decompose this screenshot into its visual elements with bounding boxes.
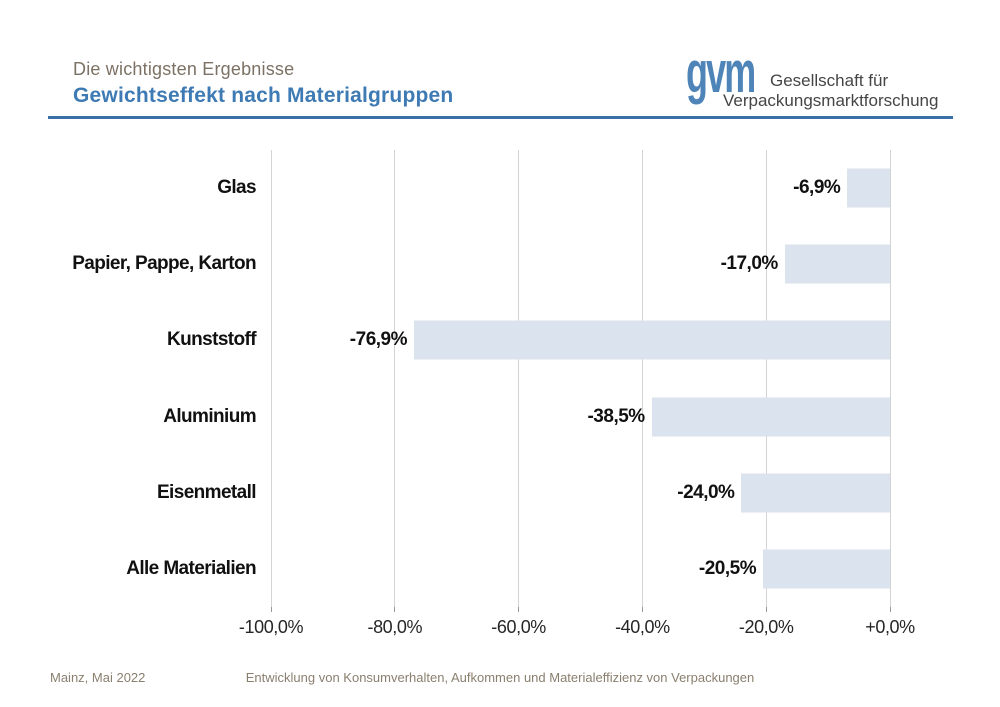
x-axis-tick xyxy=(765,607,767,612)
x-axis-tick xyxy=(889,607,891,612)
category-label: Aluminium xyxy=(163,405,256,427)
x-axis-tick xyxy=(518,607,520,612)
value-label: -38,5% xyxy=(587,405,645,427)
gridline xyxy=(889,150,891,607)
x-axis-tick-label: -100,0% xyxy=(238,617,304,637)
x-axis-tick xyxy=(641,607,643,612)
bar xyxy=(847,168,890,208)
header-kicker: Die wichtigsten Ergebnisse xyxy=(73,59,295,79)
x-axis-tick xyxy=(270,607,272,612)
x-axis-tick-label: -20,0% xyxy=(738,617,794,637)
gridline xyxy=(518,150,520,607)
category-label: Kunststoff xyxy=(167,329,257,351)
gridline xyxy=(765,150,767,607)
category-label: Eisenmetall xyxy=(156,481,257,503)
gridline xyxy=(270,150,272,607)
chart-row: Glas -6,9% xyxy=(217,150,890,226)
bar xyxy=(763,549,890,589)
gridline xyxy=(641,150,643,607)
x-axis-tick-label: -40,0% xyxy=(615,617,670,637)
value-label: -24,0% xyxy=(677,481,735,503)
footer-caption: Entwicklung von Konsumverhalten, Aufkomm… xyxy=(245,670,755,685)
bar xyxy=(741,473,890,513)
x-axis-tick-label: -60,0% xyxy=(491,617,546,637)
x-axis-tick-label: +0,0% xyxy=(865,617,915,637)
page-title: Gewichtseffekt nach Materialgruppen xyxy=(73,84,454,107)
chart-row: Eisenmetall -24,0% xyxy=(157,455,890,531)
chart-row: Kunststoff -76,9% xyxy=(167,302,890,378)
chart-row: Papier, Pappe, Karton -17,0% xyxy=(72,226,890,302)
gvm-logo-text-line2: Verpackungsmarktforschung xyxy=(723,91,939,110)
value-label: -76,9% xyxy=(349,329,408,351)
chart-row: Alle Materialien -20,5% xyxy=(126,531,890,607)
x-axis-tick xyxy=(394,607,396,612)
bar xyxy=(651,397,890,437)
title-rule xyxy=(48,116,953,119)
gvm-logo-text-line1: Gesellschaft für xyxy=(770,71,889,90)
x-axis-tick-label: -80,0% xyxy=(367,617,423,637)
gridline xyxy=(394,150,396,607)
bar xyxy=(414,320,890,360)
category-label: Glas xyxy=(217,177,256,199)
bar xyxy=(784,244,890,284)
gvm-logo: gvm Gesellschaft für Verpackungsmarktfor… xyxy=(686,44,956,116)
footer-date: Mainz, Mai 2022 xyxy=(50,670,146,685)
category-label: Papier, Pappe, Karton xyxy=(72,253,256,275)
plot-area: -100,0% -80,0% -60,0% -40,0% -20,0% +0,0% Glas… xyxy=(72,150,915,637)
value-label: -20,5% xyxy=(698,557,757,579)
chart-row: Aluminium -38,5% xyxy=(163,379,890,455)
gvm-logo-mark: gvm xyxy=(686,40,756,105)
category-label: Alle Materialien xyxy=(126,557,256,579)
value-label: -6,9% xyxy=(793,177,841,199)
value-label: -17,0% xyxy=(720,253,779,275)
